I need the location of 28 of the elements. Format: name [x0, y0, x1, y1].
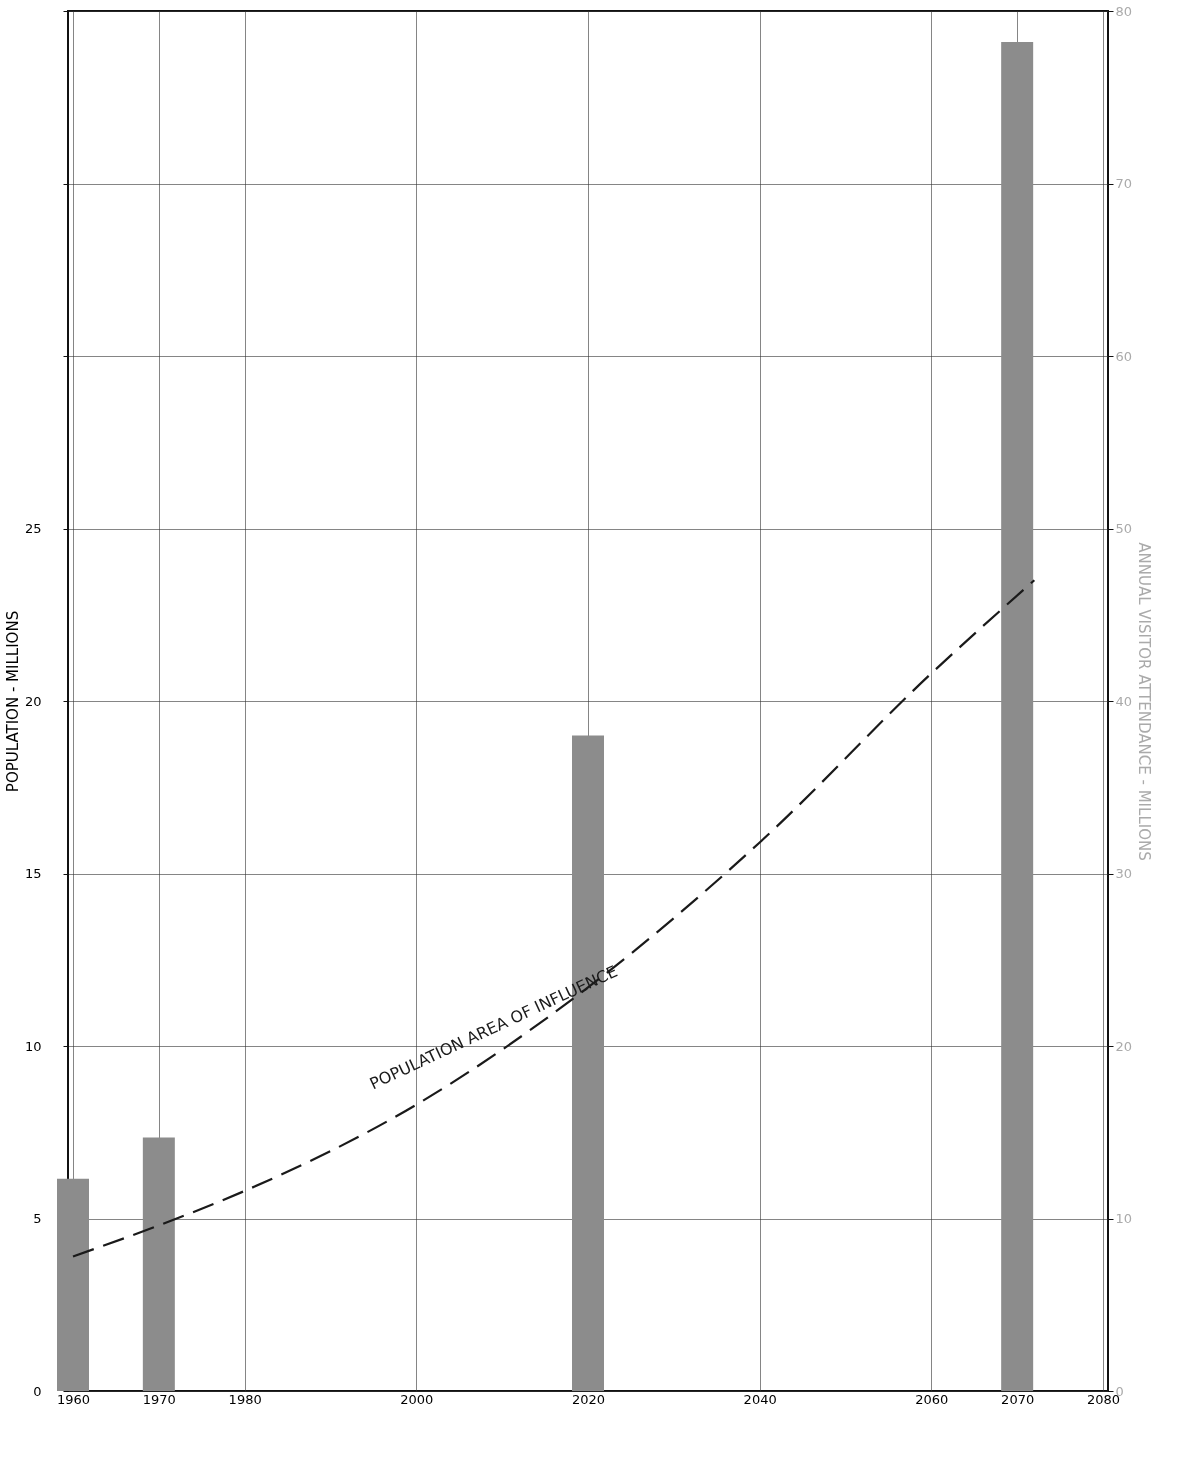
- y2-axis-title: ANNUAL VISITOR ATTENDANCE - MILLIONS: [1135, 542, 1154, 861]
- line-series: [71, 579, 1036, 1258]
- y2-tick-label: 70: [1115, 176, 1133, 191]
- x-tick-label: 2070: [1001, 1391, 1035, 1407]
- x-tick-label: 1960: [56, 1391, 91, 1407]
- y2-tick-label: 50: [1115, 521, 1133, 536]
- bar: [1001, 42, 1034, 1391]
- y-tick-label: 10: [24, 1038, 42, 1054]
- x-tick-label: 2040: [743, 1391, 777, 1407]
- x-tick-label: 2020: [571, 1391, 606, 1407]
- bar: [57, 1178, 89, 1391]
- x-tick-label: 2060: [915, 1391, 949, 1407]
- y2-tick-label: 40: [1115, 693, 1133, 709]
- y-axis-title: POPULATION - MILLIONS: [3, 610, 22, 793]
- x-tick-label: 1970: [142, 1391, 176, 1407]
- y-tick-label: 5: [33, 1211, 42, 1226]
- y-tick-label: 20: [24, 693, 42, 709]
- bar: [142, 1137, 175, 1391]
- y2-tick-label: 20: [1115, 1038, 1133, 1054]
- y-tick-label: 25: [24, 521, 42, 536]
- y-tick-label: 0: [33, 1383, 42, 1399]
- y-tick-label: 15: [24, 866, 42, 881]
- x-tick-label: 2000: [400, 1391, 434, 1407]
- y2-tick-label: 30: [1115, 866, 1133, 881]
- y2-tick-label: 60: [1115, 348, 1133, 364]
- x-tick-label: 1980: [228, 1391, 262, 1407]
- y2-tick-label: 10: [1115, 1211, 1133, 1226]
- y2-tick-label: 80: [1115, 3, 1133, 19]
